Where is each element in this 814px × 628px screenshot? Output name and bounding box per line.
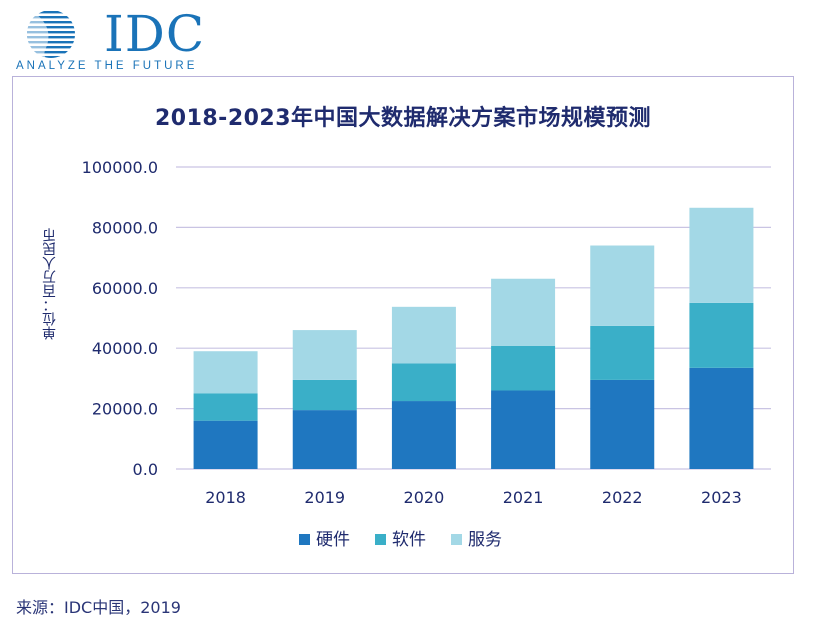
- bar-segment: [491, 278, 556, 346]
- legend-swatch: [299, 534, 310, 545]
- idc-logo: IDC ANALYZE THE FUTURE: [14, 5, 214, 72]
- x-tick-label: 2020: [404, 488, 445, 507]
- y-tick-label: 100000.0: [82, 158, 158, 177]
- bar-segment: [193, 351, 258, 394]
- bar-segment: [292, 410, 357, 469]
- bar-segment: [689, 207, 754, 303]
- logo-tagline: ANALYZE THE FUTURE: [16, 60, 198, 72]
- legend-label: 服务: [468, 530, 502, 550]
- y-tick-label: 20000.0: [92, 400, 158, 419]
- bar-segment: [391, 306, 456, 364]
- x-tick-label: 2018: [205, 488, 246, 507]
- legend-label: 软件: [392, 530, 426, 550]
- bar-segment: [590, 325, 655, 380]
- legend-label: 硬件: [316, 530, 350, 550]
- logo-brand: IDC: [104, 5, 206, 63]
- x-tick-label: 2021: [503, 488, 544, 507]
- bar-segment: [491, 390, 556, 469]
- bar-segment: [193, 420, 258, 469]
- chart-title: 2018-2023年中国大数据解决方案市场规模预测: [154, 106, 652, 131]
- y-tick-label: 60000.0: [92, 279, 158, 298]
- x-tick-label: 2023: [701, 488, 742, 507]
- x-tick-label: 2022: [602, 488, 643, 507]
- source-note: 来源：IDC中国，2019: [16, 598, 181, 617]
- bar-segment: [292, 330, 357, 380]
- y-tick-label: 80000.0: [92, 218, 158, 237]
- y-tick-label: 40000.0: [92, 339, 158, 358]
- legend-swatch: [375, 534, 386, 545]
- chart-frame: [12, 76, 794, 574]
- y-tick-label: 0.0: [133, 460, 158, 479]
- bar-segment: [491, 345, 556, 391]
- bar-segment: [689, 367, 754, 469]
- bar-segment: [193, 393, 258, 421]
- legend-swatch: [451, 534, 462, 545]
- bar-segment: [292, 379, 357, 411]
- x-tick-label: 2019: [304, 488, 345, 507]
- globe-logo-icon: [27, 10, 75, 58]
- bar-segment: [590, 245, 655, 326]
- bar-segment: [590, 379, 655, 469]
- bar-segment: [689, 302, 754, 368]
- bar-segment: [391, 363, 456, 402]
- bar-segment: [391, 401, 456, 469]
